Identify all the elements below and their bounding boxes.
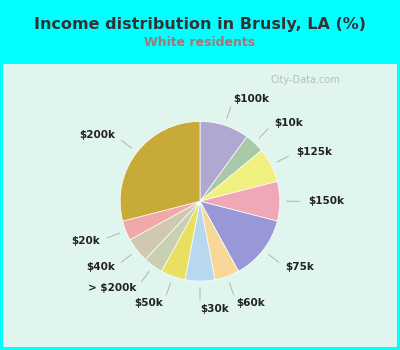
Wedge shape [120, 121, 200, 221]
Text: $200k: $200k [79, 130, 115, 140]
Text: $30k: $30k [200, 304, 229, 314]
Wedge shape [185, 201, 215, 281]
Text: $150k: $150k [308, 196, 344, 206]
Wedge shape [145, 201, 200, 271]
Text: $100k: $100k [233, 94, 269, 104]
Text: $125k: $125k [296, 147, 332, 157]
Text: $20k: $20k [71, 236, 100, 246]
FancyBboxPatch shape [3, 64, 397, 347]
Text: Income distribution in Brusly, LA (%): Income distribution in Brusly, LA (%) [34, 18, 366, 33]
Wedge shape [123, 201, 200, 240]
Text: White residents: White residents [144, 35, 256, 49]
Text: $75k: $75k [285, 262, 314, 272]
Wedge shape [200, 136, 262, 201]
Text: > $200k: > $200k [88, 284, 137, 293]
Wedge shape [200, 150, 277, 201]
Wedge shape [162, 201, 200, 280]
Text: $40k: $40k [86, 262, 115, 272]
Text: $60k: $60k [236, 298, 265, 308]
Wedge shape [200, 181, 280, 221]
Text: City-Data.com: City-Data.com [270, 75, 340, 85]
Wedge shape [200, 121, 247, 201]
Wedge shape [200, 201, 277, 271]
Wedge shape [130, 201, 200, 259]
Wedge shape [200, 201, 238, 280]
Text: $10k: $10k [274, 118, 302, 128]
Text: $50k: $50k [135, 298, 164, 308]
